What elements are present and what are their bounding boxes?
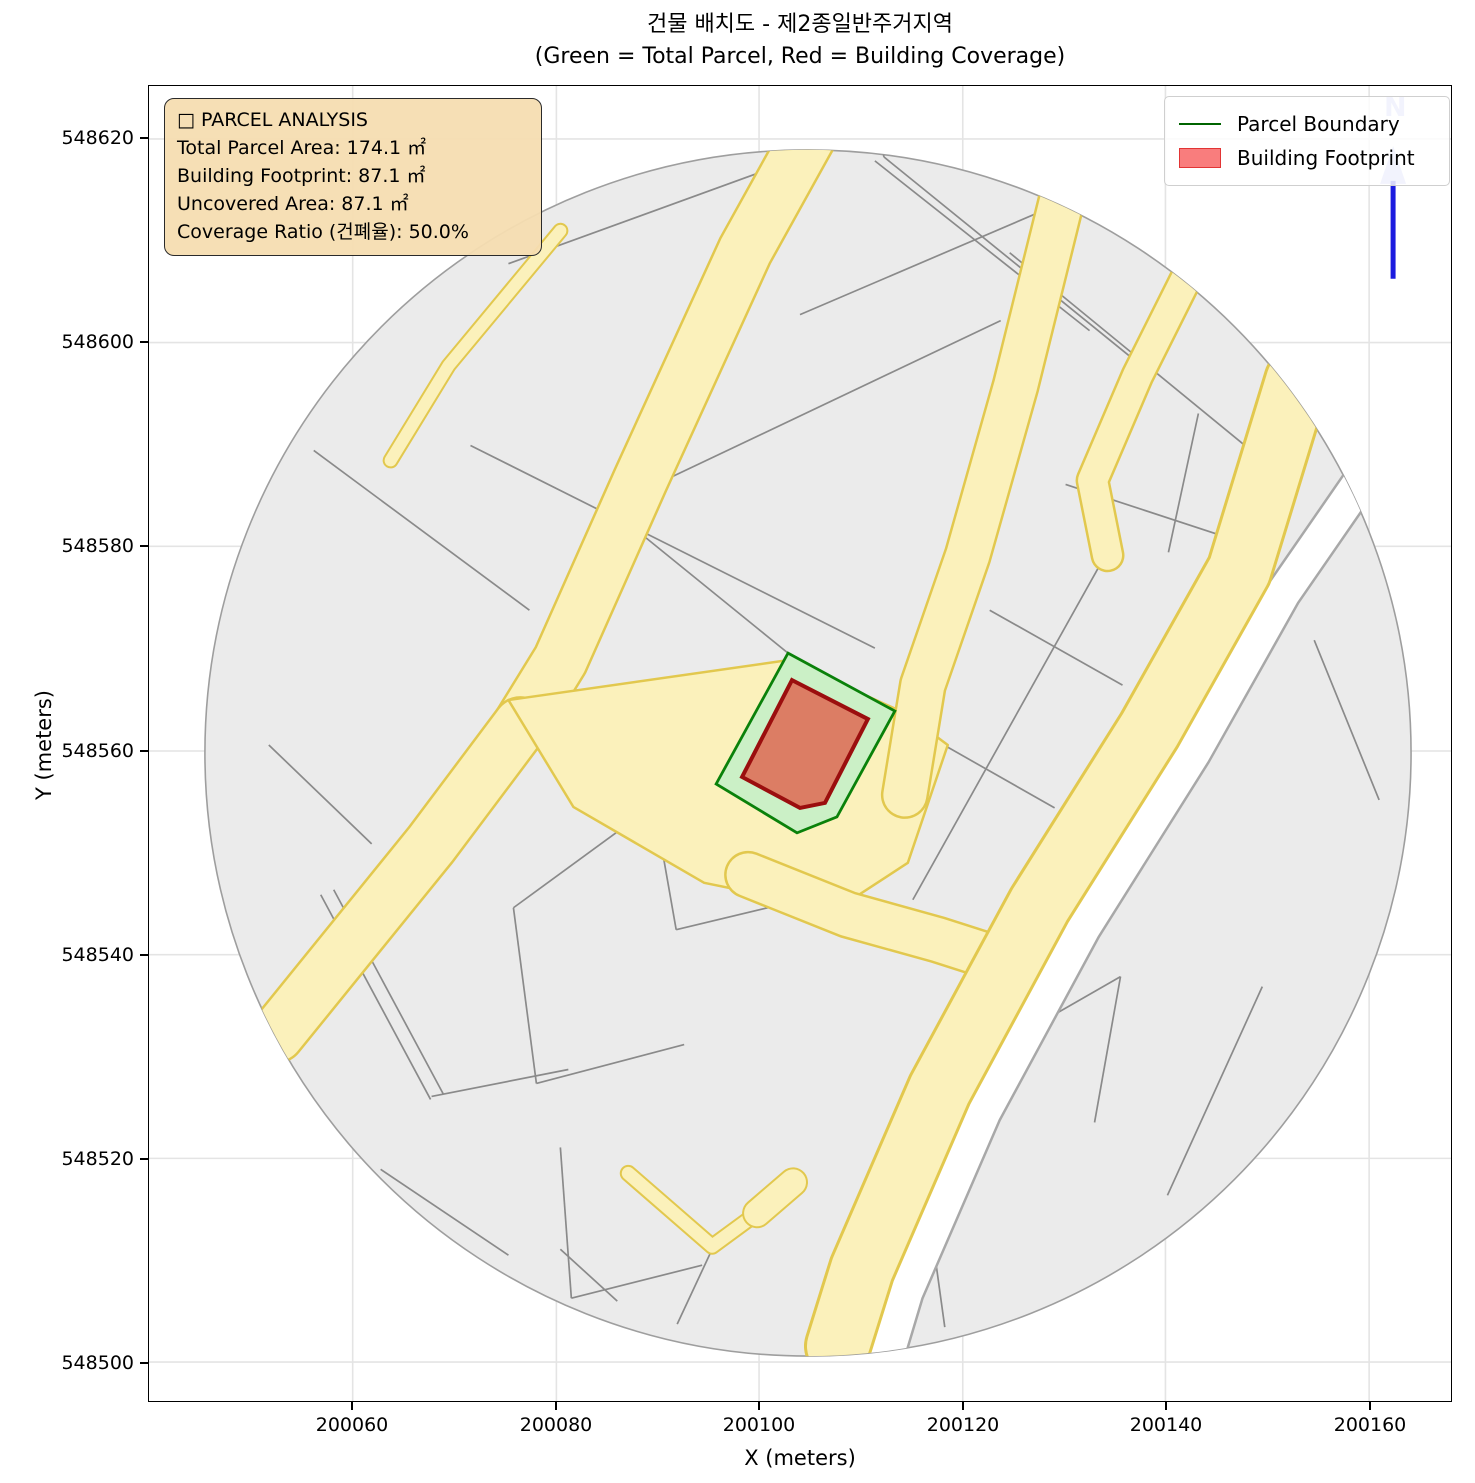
legend-item-building-footprint: Building Footprint [1179,141,1435,175]
x-tick-label: 200080 [519,1414,593,1436]
chart-title: 건물 배치도 - 제2종일반주거지역 [646,12,954,37]
green-line-swatch [1179,123,1221,125]
y-tick-label: 548540 [61,944,134,966]
y-tick-label: 548580 [61,535,134,557]
map-canvas [149,86,1451,1401]
red-patch-swatch [1179,148,1221,168]
chart-subtitle: (Green = Total Parcel, Red = Building Co… [534,44,1066,69]
x-tick-mark [1165,1402,1167,1410]
x-tick-mark [758,1402,760,1410]
x-axis-label: X (meters) [744,1446,856,1470]
x-tick-mark [555,1402,557,1410]
y-tick-label: 548600 [61,331,134,353]
legend-item-parcel-boundary: Parcel Boundary [1179,107,1435,141]
building-footprint [739,677,871,811]
building-footprint-area: Building Footprint: 87.1 ㎡ [177,165,426,187]
y-tick-mark [140,341,148,343]
x-tick-mark [962,1402,964,1410]
x-tick-mark [1369,1402,1371,1410]
x-tick-label: 200140 [1129,1414,1203,1436]
y-tick-label: 548620 [61,127,134,149]
y-tick-label: 548560 [61,740,134,762]
y-tick-mark [140,137,148,139]
y-tick-label: 548500 [61,1352,134,1374]
y-tick-mark [140,750,148,752]
y-tick-mark [140,954,148,956]
x-tick-label: 200120 [926,1414,1000,1436]
y-tick-mark [140,545,148,547]
parcel-analysis-box: □ PARCEL ANALYSIS Total Parcel Area: 174… [164,98,542,256]
x-tick-label: 200100 [722,1414,796,1436]
y-tick-mark [140,1362,148,1364]
legend: Parcel Boundary Building Footprint [1164,96,1450,186]
y-tick-label: 548520 [61,1148,134,1170]
x-tick-label: 200060 [315,1414,389,1436]
coverage-ratio: Coverage Ratio (건폐율): 50.0% [177,221,469,243]
legend-label: Parcel Boundary [1237,112,1400,136]
y-tick-mark [140,1158,148,1160]
legend-label: Building Footprint [1237,146,1415,170]
uncovered-area: Uncovered Area: 87.1 ㎡ [177,193,409,215]
x-tick-mark [351,1402,353,1410]
map-gap-strip [863,472,1375,1357]
total-parcel-area: Total Parcel Area: 174.1 ㎡ [177,137,427,159]
roads [247,149,1332,1357]
plot-area [148,85,1452,1402]
parcel-analysis-title: □ PARCEL ANALYSIS [177,109,368,131]
x-tick-label: 200160 [1333,1414,1407,1436]
